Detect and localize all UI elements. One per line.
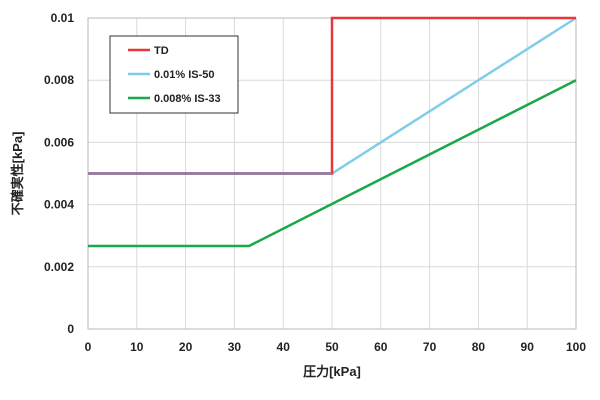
x-tick-label: 80 <box>472 340 486 354</box>
x-tick-label: 100 <box>566 340 586 354</box>
x-tick-label: 70 <box>423 340 437 354</box>
y-tick-label: 0.01 <box>51 11 75 25</box>
x-tick-label: 20 <box>179 340 193 354</box>
x-tick-label: 0 <box>85 340 92 354</box>
x-tick-label: 60 <box>374 340 388 354</box>
legend-label: 0.01% IS-50 <box>154 69 215 81</box>
y-tick-label: 0.006 <box>44 135 74 149</box>
y-tick-label: 0.008 <box>44 73 74 87</box>
legend: TD 0.01% IS-50 0.008% IS-33 <box>109 35 239 114</box>
x-tick-label: 30 <box>228 340 242 354</box>
legend-label: 0.008% IS-33 <box>154 93 221 105</box>
series-layer <box>88 16 577 248</box>
x-tick-label: 10 <box>130 340 144 354</box>
series-line-3 <box>88 79 577 248</box>
x-axis-ticks: 0 10 20 30 40 50 60 70 80 90 100 <box>85 340 587 354</box>
x-tick-label: 50 <box>325 340 339 354</box>
x-axis-title: 圧力[kPa] <box>303 364 361 379</box>
legend-label: TD <box>154 45 169 57</box>
y-axis-ticks: 0 0.002 0.004 0.006 0.008 0.01 <box>44 11 74 336</box>
x-tick-label: 90 <box>521 340 535 354</box>
x-tick-label: 40 <box>277 340 291 354</box>
y-tick-label: 0.004 <box>44 198 74 212</box>
y-tick-label: 0.002 <box>44 260 74 274</box>
y-tick-label: 0 <box>67 322 74 336</box>
y-axis-title: 不確実性[kPa] <box>10 132 25 216</box>
